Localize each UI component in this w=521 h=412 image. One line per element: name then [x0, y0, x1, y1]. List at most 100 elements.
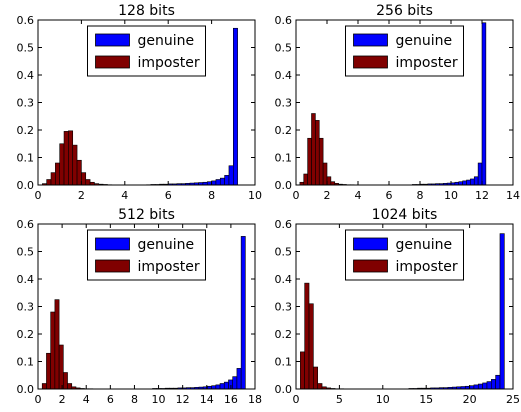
- imposter-legend-swatch: [354, 56, 388, 68]
- x-tick-label: 25: [506, 393, 520, 406]
- x-tick-label: 12: [475, 189, 489, 202]
- imposter-bar: [46, 353, 50, 389]
- x-tick-label: 0: [35, 393, 42, 406]
- imposter-legend-label: imposter: [138, 55, 200, 71]
- imposter-bar: [64, 131, 68, 185]
- x-tick-label: 14: [200, 393, 214, 406]
- genuine-bar: [467, 180, 471, 185]
- imposter-bar: [304, 174, 308, 185]
- x-tick-label: 6: [107, 393, 114, 406]
- genuine-bar: [229, 166, 233, 185]
- x-tick-label: 4: [83, 393, 90, 406]
- x-tick-label: 10: [444, 189, 458, 202]
- subplot-title: 128 bits: [118, 3, 175, 19]
- imposter-bar: [60, 144, 64, 185]
- imposter-bar: [77, 160, 81, 185]
- imposter-bar: [68, 384, 72, 390]
- y-tick-label: 0.6: [275, 218, 293, 231]
- genuine-bar: [224, 382, 228, 389]
- y-tick-label: 0.6: [17, 218, 35, 231]
- imposter-bar: [59, 345, 63, 389]
- genuine-bar: [482, 23, 486, 185]
- imposter-bar: [81, 173, 85, 185]
- x-tick-label: 2: [59, 393, 66, 406]
- legend: genuine imposter: [346, 26, 464, 76]
- genuine-bar: [225, 175, 229, 185]
- genuine-bar: [478, 384, 482, 389]
- genuine-bar: [241, 236, 245, 389]
- imposter-bar: [55, 163, 59, 185]
- x-tick-label: 12: [176, 393, 190, 406]
- imposter-bar: [315, 120, 319, 185]
- y-tick-label: 0.4: [17, 273, 35, 286]
- x-tick-label: 15: [419, 393, 433, 406]
- x-tick-label: 20: [463, 393, 477, 406]
- imposter-legend-swatch: [96, 56, 130, 68]
- x-tick-label: 8: [131, 393, 138, 406]
- y-tick-label: 0.1: [17, 152, 35, 165]
- genuine-bar: [474, 385, 478, 389]
- imposter-legend-label: imposter: [138, 259, 200, 275]
- x-tick-label: 8: [208, 189, 215, 202]
- genuine-legend-label: genuine: [138, 237, 195, 253]
- genuine-bar: [216, 180, 220, 186]
- y-tick-label: 0.2: [275, 124, 293, 137]
- imposter-legend-label: imposter: [396, 55, 458, 71]
- subplot-title: 1024 bits: [372, 207, 438, 223]
- y-tick-label: 0.0: [275, 383, 293, 396]
- x-tick-label: 2: [324, 189, 331, 202]
- imposter-bar: [308, 138, 312, 185]
- genuine-bar: [474, 177, 478, 185]
- imposter-bar: [47, 180, 51, 186]
- imposter-bar: [313, 367, 317, 389]
- x-tick-label: 18: [248, 393, 262, 406]
- y-tick-label: 0.3: [17, 301, 35, 314]
- imposter-bar: [323, 163, 327, 185]
- x-tick-label: 6: [165, 189, 172, 202]
- imposter-legend-swatch: [96, 260, 130, 272]
- genuine-legend-label: genuine: [396, 237, 453, 253]
- x-tick-label: 0: [35, 189, 42, 202]
- y-tick-label: 0.5: [17, 42, 35, 55]
- genuine-bar: [233, 377, 237, 389]
- legend: genuine imposter: [88, 230, 206, 280]
- y-tick-label: 0.3: [275, 97, 293, 110]
- y-tick-label: 0.1: [275, 356, 293, 369]
- y-tick-label: 0.3: [17, 97, 35, 110]
- genuine-bar: [491, 379, 495, 389]
- y-tick-label: 0.4: [275, 273, 293, 286]
- subplot-title: 256 bits: [376, 3, 433, 19]
- y-tick-label: 0.6: [275, 14, 293, 27]
- y-tick-label: 0.2: [17, 124, 35, 137]
- imposter-bar: [309, 304, 313, 389]
- genuine-bar: [233, 28, 237, 185]
- y-tick-label: 0.4: [275, 69, 293, 82]
- genuine-bar: [470, 179, 474, 185]
- imposter-bar: [300, 352, 304, 389]
- genuine-bar: [478, 163, 482, 185]
- x-tick-label: 4: [121, 189, 128, 202]
- imposter-bar: [319, 138, 323, 185]
- imposter-bar: [51, 312, 55, 389]
- imposter-legend-swatch: [354, 260, 388, 272]
- genuine-bar: [220, 178, 224, 185]
- genuine-legend-label: genuine: [396, 33, 453, 49]
- y-tick-label: 0.6: [17, 14, 35, 27]
- x-tick-label: 5: [336, 393, 343, 406]
- genuine-bar: [496, 375, 500, 389]
- genuine-legend-swatch: [96, 34, 130, 46]
- genuine-bar: [216, 385, 220, 389]
- imposter-legend-label: imposter: [396, 259, 458, 275]
- x-tick-label: 10: [248, 189, 262, 202]
- legend: genuine imposter: [346, 230, 464, 280]
- genuine-bar: [220, 384, 224, 390]
- y-tick-label: 0.0: [17, 179, 35, 192]
- y-tick-label: 0.0: [275, 179, 293, 192]
- x-tick-label: 0: [293, 189, 300, 202]
- x-tick-label: 10: [376, 393, 390, 406]
- y-tick-label: 0.3: [275, 301, 293, 314]
